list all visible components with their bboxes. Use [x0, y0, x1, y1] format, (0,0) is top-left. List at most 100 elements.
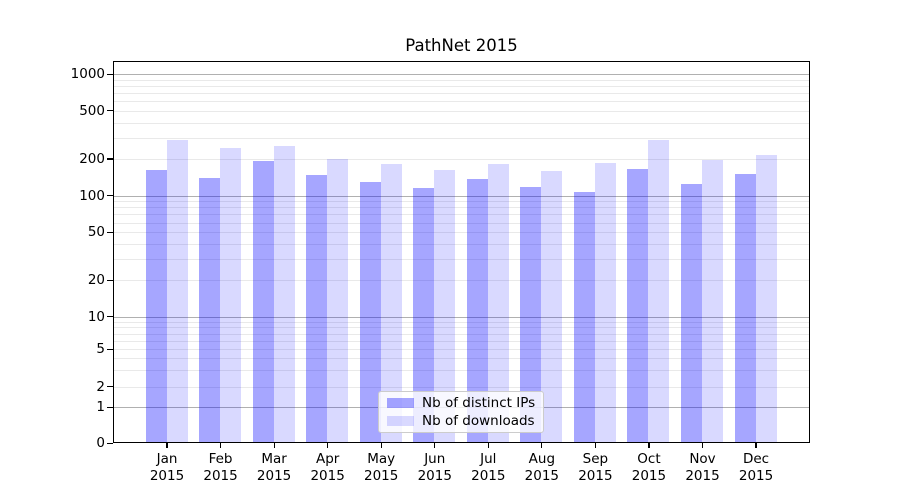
bar-s0-nov [681, 183, 702, 444]
x-tick-month-text: Nov [689, 451, 716, 467]
gridline-minor-600 [114, 101, 809, 103]
bar-s0-jan [145, 170, 167, 444]
bar-s0-dec [734, 173, 756, 444]
gridline-minor-300 [114, 137, 809, 139]
x-tick-year-text: 2015 [149, 467, 185, 484]
y-tick-label-100: 100 [79, 187, 105, 204]
bar-s1-jul [487, 164, 509, 444]
gridline-major-10 [114, 316, 809, 318]
x-tick-month-text: Jun [424, 451, 446, 467]
x-tick-label-feb: Feb 2015 [189, 451, 253, 484]
gridline-minor-7 [114, 333, 809, 335]
x-tick-mark-dec [755, 443, 757, 448]
x-tick-label-dec: Dec 2015 [724, 451, 788, 484]
bar-s1-apr [327, 159, 349, 444]
x-tick-month-text: Oct [637, 451, 661, 467]
x-tick-mark-aug [541, 443, 543, 448]
bar-s0-apr [306, 174, 328, 444]
gridline-minor-60 [114, 222, 809, 224]
x-tick-year-text: 2015 [364, 467, 399, 484]
gridline-major-100 [114, 195, 809, 197]
x-tick-mark-mar [273, 443, 275, 448]
x-tick-label-sep: Sep 2015 [563, 451, 627, 484]
y-tick-label-1: 1 [96, 399, 105, 416]
y-tick-mark-20 [107, 279, 113, 281]
gridline-minor-500 [114, 110, 809, 112]
gridline-minor-20 [114, 280, 809, 282]
gridline-minor-9 [114, 321, 809, 323]
x-tick-month-text: Feb [208, 451, 233, 467]
y-tick-mark-100 [107, 195, 113, 197]
y-tick-mark-200 [107, 158, 113, 160]
gridline-minor-900 [114, 79, 809, 81]
gridline-minor-2 [114, 386, 809, 388]
y-tick-mark-1 [107, 406, 113, 408]
bar-s0-jun [413, 187, 435, 444]
gridline-minor-200 [114, 159, 809, 161]
y-tick-mark-500 [107, 110, 113, 112]
x-tick-mark-jun [434, 443, 436, 448]
x-tick-year-text: 2015 [471, 467, 506, 484]
gridline-minor-6 [114, 340, 809, 342]
gridline-minor-700 [114, 93, 809, 95]
gridline-minor-70 [114, 214, 809, 216]
legend: Nb of distinct IPs Nb of downloads [378, 391, 544, 433]
x-tick-year-text: 2015 [203, 467, 238, 484]
y-tick-label-0: 0 [96, 435, 105, 452]
y-tick-label-20: 20 [87, 272, 105, 289]
x-tick-label-nov: Nov 2015 [671, 451, 735, 484]
bar-s0-aug [520, 186, 542, 444]
x-tick-label-mar: Mar 2015 [242, 451, 306, 484]
x-tick-year-text: 2015 [417, 467, 452, 484]
y-tick-label-10: 10 [87, 308, 105, 325]
gridline-minor-30 [114, 259, 809, 261]
gridline-minor-4 [114, 358, 809, 360]
legend-item-downloads: Nb of downloads [387, 412, 535, 429]
legend-swatch-downloads [387, 416, 414, 426]
x-tick-month-text: Apr [315, 451, 340, 467]
bar-s1-aug [541, 170, 563, 444]
x-tick-mark-oct [648, 443, 650, 448]
x-tick-label-apr: Apr 2015 [296, 451, 360, 484]
y-tick-label-500: 500 [79, 102, 105, 119]
bar-s1-nov [702, 159, 723, 444]
gridline-minor-800 [114, 86, 809, 88]
x-tick-year-text: 2015 [310, 467, 345, 484]
legend-label-downloads: Nb of downloads [422, 412, 535, 429]
bar-s0-may [359, 182, 381, 444]
x-tick-month-text: Aug [528, 451, 556, 467]
x-tick-month-text: Mar [261, 451, 287, 467]
bar-s0-sep [573, 191, 595, 444]
gridline-minor-400 [114, 122, 809, 124]
x-tick-label-oct: Oct 2015 [617, 451, 681, 484]
legend-swatch-distinct-ips [387, 398, 414, 408]
y-tick-mark-10 [107, 316, 113, 318]
bar-s0-feb [199, 178, 221, 444]
bar-s1-mar [273, 146, 295, 444]
gridline-minor-8 [114, 327, 809, 329]
x-tick-year-text: 2015 [524, 467, 560, 484]
x-tick-label-aug: Aug 2015 [510, 451, 574, 484]
gridline-minor-90 [114, 201, 809, 203]
x-tick-label-may: May 2015 [349, 451, 413, 484]
x-tick-label-jan: Jan 2015 [135, 451, 199, 484]
bar-s1-dec [755, 154, 777, 444]
y-tick-label-200: 200 [79, 151, 105, 168]
y-tick-mark-1000 [107, 73, 113, 75]
y-tick-mark-5 [107, 348, 113, 350]
x-tick-month-text: Sep [582, 451, 609, 467]
bar-s1-jan [166, 139, 188, 444]
x-tick-year-text: 2015 [631, 467, 667, 484]
gridline-minor-3 [114, 370, 809, 372]
y-tick-label-1000: 1000 [70, 66, 105, 83]
x-tick-label-jul: Jul 2015 [456, 451, 520, 484]
legend-item-distinct-ips: Nb of distinct IPs [387, 395, 535, 411]
y-tick-mark-0 [107, 442, 113, 444]
bar-s1-jun [434, 169, 456, 444]
bar-s0-oct [627, 168, 649, 444]
x-tick-month-text: Jul [480, 451, 497, 467]
bar-s1-may [380, 164, 402, 444]
x-tick-month-text: Jan [156, 451, 178, 467]
